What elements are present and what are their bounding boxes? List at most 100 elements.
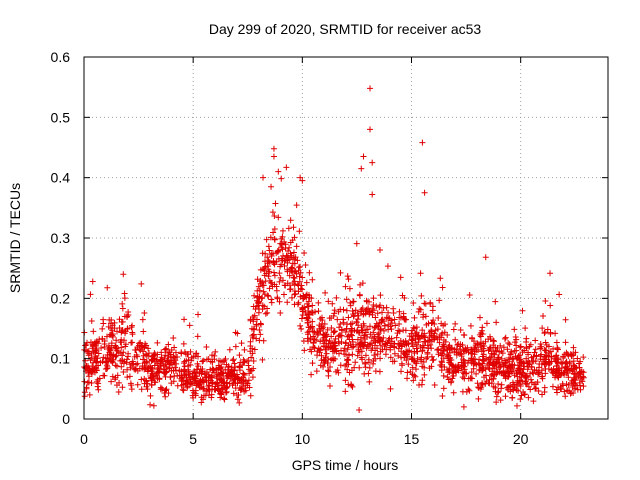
data-point: [220, 369, 227, 376]
data-point: [236, 364, 243, 371]
data-point: [554, 389, 561, 396]
data-point: [548, 353, 555, 360]
data-point: [431, 330, 438, 337]
data-point: [471, 345, 478, 352]
data-point: [507, 363, 514, 370]
data-point: [287, 217, 294, 224]
data-point: [129, 329, 136, 336]
data-point: [510, 387, 517, 394]
data-point: [554, 368, 561, 375]
data-point: [333, 294, 340, 301]
data-point: [412, 366, 419, 373]
data-point: [331, 348, 338, 355]
data-point: [138, 280, 145, 287]
data-point: [292, 290, 299, 297]
data-point: [495, 354, 502, 361]
data-point: [271, 281, 278, 288]
data-point: [119, 352, 126, 359]
data-point: [139, 365, 146, 372]
data-point: [252, 306, 259, 313]
data-point: [94, 383, 101, 390]
y-tick-label: 0.4: [51, 170, 71, 186]
data-point: [325, 298, 332, 305]
data-point: [356, 292, 363, 299]
data-point: [259, 356, 266, 363]
data-point: [141, 309, 148, 316]
data-point: [414, 355, 421, 362]
data-point: [550, 370, 557, 377]
data-point: [267, 279, 274, 286]
data-point: [194, 333, 201, 340]
data-point: [570, 362, 577, 369]
data-point: [198, 399, 205, 406]
data-point: [156, 369, 163, 376]
data-point: [343, 296, 350, 303]
data-point: [473, 361, 480, 368]
data-point: [373, 303, 380, 310]
data-point: [346, 285, 353, 292]
data-point: [285, 225, 292, 232]
data-point: [122, 328, 129, 335]
data-point: [573, 382, 580, 389]
data-point: [410, 324, 417, 331]
data-point: [363, 345, 370, 352]
data-point: [504, 373, 511, 380]
data-point: [118, 344, 125, 351]
data-point: [359, 280, 366, 287]
data-point: [209, 352, 216, 359]
data-point: [550, 345, 557, 352]
data-point: [300, 337, 307, 344]
data-point: [482, 338, 489, 345]
data-point: [365, 370, 372, 377]
data-point: [379, 338, 386, 345]
data-point: [271, 272, 278, 279]
data-point: [154, 339, 161, 346]
data-point: [291, 275, 298, 282]
data-point: [498, 355, 505, 362]
data-point: [349, 383, 356, 390]
data-point: [342, 351, 349, 358]
data-point: [486, 354, 493, 361]
y-tick-label: 0.6: [51, 49, 71, 65]
data-point: [148, 374, 155, 381]
data-point: [119, 384, 126, 391]
data-point: [124, 313, 131, 320]
data-point: [410, 343, 417, 350]
data-point: [164, 356, 171, 363]
data-point: [359, 339, 366, 346]
data-point: [355, 312, 362, 319]
data-point: [558, 369, 565, 376]
data-point: [220, 378, 227, 385]
data-point: [260, 282, 267, 289]
data-point: [396, 308, 403, 315]
data-point: [390, 305, 397, 312]
data-point: [149, 365, 156, 372]
data-point: [303, 279, 310, 286]
data-point: [189, 392, 196, 399]
data-point: [95, 362, 102, 369]
data-point: [218, 358, 225, 365]
y-tick-label: 0.3: [51, 230, 71, 246]
data-point: [531, 381, 538, 388]
data-point: [249, 374, 256, 381]
data-point: [264, 254, 271, 261]
data-point: [566, 388, 573, 395]
data-point: [404, 375, 411, 382]
data-point: [306, 291, 313, 298]
data-point: [305, 319, 312, 326]
data-point: [519, 349, 526, 356]
data-point: [409, 364, 416, 371]
data-point: [301, 347, 308, 354]
data-point: [372, 347, 379, 354]
data-point: [506, 341, 513, 348]
data-point: [222, 366, 229, 373]
data-point: [192, 373, 199, 380]
data-point: [316, 322, 323, 329]
data-point: [90, 328, 97, 335]
data-point: [219, 370, 226, 377]
data-point: [552, 330, 559, 337]
data-point: [180, 340, 187, 347]
data-point: [140, 352, 147, 359]
data-point: [347, 302, 354, 309]
data-point: [148, 367, 155, 374]
